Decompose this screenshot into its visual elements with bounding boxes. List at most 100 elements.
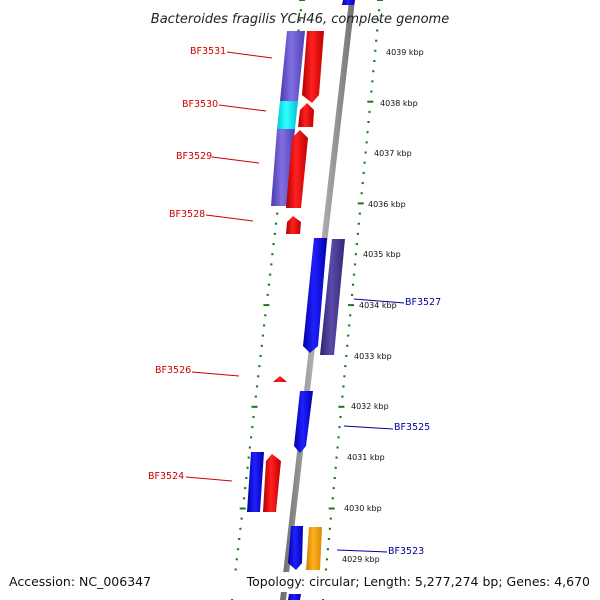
tick-mark [365, 141, 368, 144]
gene-arrow-BF3524-partner [247, 452, 264, 512]
kbp-label: 4039 kbp [386, 48, 424, 57]
tick-mark [367, 100, 374, 103]
gene-label-BF3526: BF3526 [155, 365, 191, 376]
tick-mark [236, 548, 240, 551]
gene-arrow-BF3529 [286, 130, 308, 208]
tick-mark [362, 171, 365, 174]
map-title: Bacteroides fragilis YCH46, complete gen… [151, 12, 449, 27]
tick-mark [250, 436, 253, 439]
tick-mark [352, 273, 356, 276]
tick-mark [245, 477, 248, 479]
tick-mark [239, 507, 246, 510]
gene-label-BF3530: BF3530 [182, 99, 218, 110]
tick-mark [299, 0, 305, 1]
kbp-label: 4038 kbp [380, 99, 418, 108]
gene-label-BF3527: BF3527 [405, 297, 441, 308]
tick-mark [254, 395, 257, 398]
kbp-labels: 4039 kbp 4038 kbp 4037 kbp 4036 kbp 4035… [342, 48, 424, 564]
kbp-label: 4030 kbp [344, 504, 382, 513]
tick-mark [344, 365, 347, 368]
tick-mark [338, 426, 341, 429]
gene-arrow-top-partial [342, 0, 355, 5]
tick-mark [356, 232, 359, 235]
tick-mark [378, 9, 381, 12]
tick-mark [263, 304, 270, 307]
tick-mark [354, 253, 357, 256]
tick-mark [336, 446, 339, 449]
callout-BF3523 [336, 549, 388, 553]
tick-mark [377, 0, 383, 1]
tick-mark [353, 263, 357, 266]
tick-mark [375, 39, 378, 42]
callout-BF3525 [343, 425, 394, 430]
tick-mark [329, 517, 332, 520]
gene-labels: BF3531 BF3530 BF3529 BF3528 BF3526 BF352… [148, 46, 441, 557]
gene-label-BF3523: BF3523 [388, 546, 424, 557]
tick-mark [366, 131, 369, 134]
tick-mark [346, 344, 349, 347]
tick-mark [358, 212, 361, 215]
tick-mark [333, 477, 336, 479]
gene-arrow-BF3527 [303, 238, 327, 353]
tick-mark [325, 558, 329, 561]
tick-mark [263, 324, 266, 327]
tick-mark [259, 354, 262, 357]
gene-label-BF3524: BF3524 [148, 471, 184, 482]
cds-dark-purple [320, 239, 345, 355]
tick-mark [248, 446, 251, 449]
kbp-label: 4032 kbp [351, 402, 389, 411]
tick-mark [367, 121, 370, 123]
tick-mark [235, 558, 238, 561]
tick-mark [252, 415, 255, 418]
tick-mark [297, 29, 300, 32]
gene-arrow-BF3524 [263, 454, 281, 512]
tick-mark [368, 110, 371, 113]
tick-mark [372, 70, 375, 73]
tick-mark [328, 527, 331, 530]
tick-mark [355, 243, 358, 246]
tick-mark [272, 243, 275, 246]
cds-cyan [277, 101, 298, 129]
tick-mark [255, 385, 259, 388]
callout-BF3529 [211, 156, 260, 164]
tick-mark [299, 9, 302, 12]
cds-orange [306, 527, 322, 570]
callout-BF3531 [226, 51, 273, 59]
tick-mark [246, 466, 249, 469]
tick-mark [364, 151, 367, 154]
tick-mark [351, 283, 355, 286]
cds-purple-upper [280, 31, 305, 101]
tick-mark [371, 80, 374, 83]
tick-mark [377, 19, 380, 22]
gene-arrow-BF3526 [273, 376, 287, 382]
accession-text: Accession: NC_006347 [9, 574, 151, 589]
tick-mark [242, 497, 246, 500]
callout-lines [185, 51, 405, 553]
kbp-label: 4033 kbp [354, 352, 392, 361]
tick-mark [258, 365, 261, 368]
footer-background [0, 572, 600, 592]
gene-arrow-BF3530 [298, 103, 314, 127]
tick-mark [342, 385, 345, 388]
gene-label-BF3525: BF3525 [394, 422, 430, 433]
tick-mark [327, 538, 330, 540]
tick-mark [334, 466, 337, 469]
tick-mark [234, 568, 237, 571]
tick-mark [240, 517, 243, 520]
callout-BF3527 [353, 298, 405, 304]
tick-mark [360, 192, 363, 195]
gene-label-BF3528: BF3528 [169, 209, 205, 220]
tick-mark [345, 354, 348, 357]
gene-arrow-bottom-partial [288, 594, 301, 600]
tick-mark [349, 314, 352, 317]
gene-features [247, 0, 355, 600]
tick-mark [244, 487, 247, 490]
tick-mark [266, 293, 269, 296]
tick-mark [338, 405, 345, 408]
tick-mark [361, 182, 364, 185]
gene-label-BF3531: BF3531 [190, 46, 226, 57]
tick-mark [339, 415, 342, 418]
tick-mark [347, 334, 350, 337]
tick-mark [247, 456, 250, 459]
tick-mark [331, 497, 334, 500]
